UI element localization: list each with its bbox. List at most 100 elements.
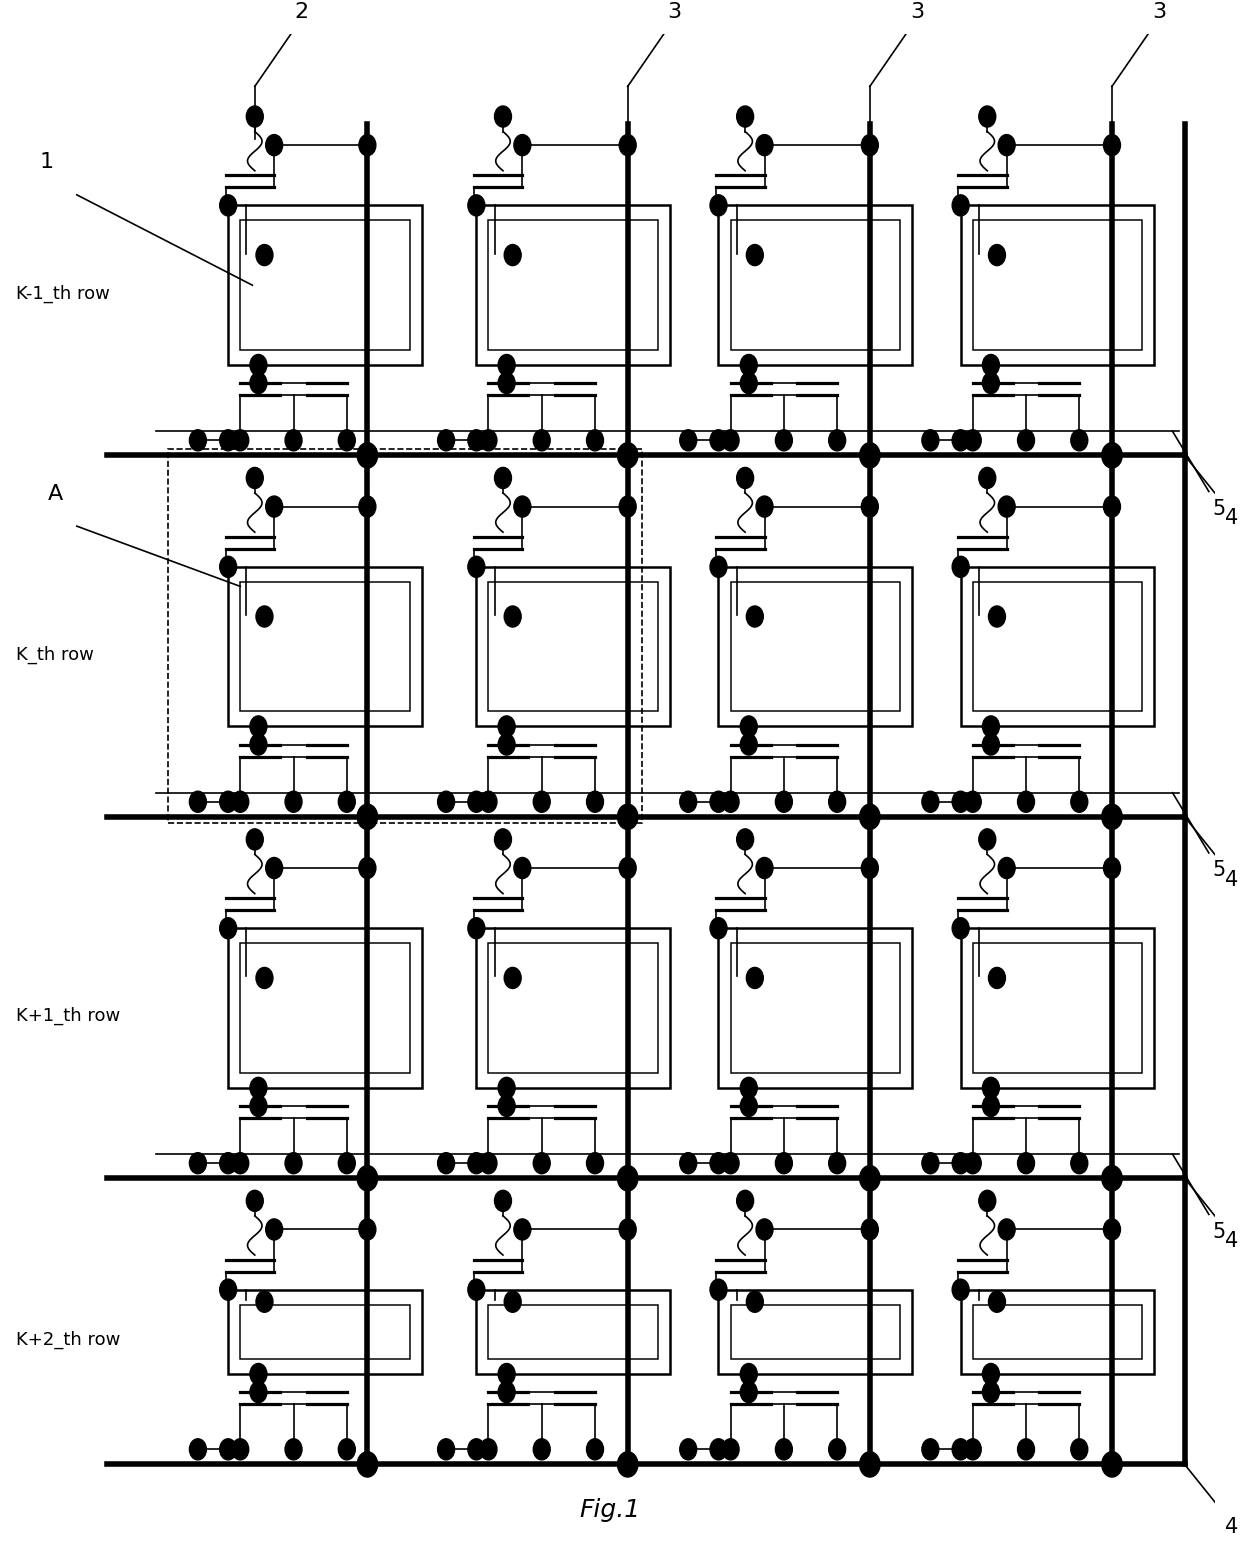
Circle shape bbox=[722, 430, 739, 451]
Circle shape bbox=[982, 354, 999, 376]
Circle shape bbox=[1018, 1153, 1034, 1173]
Circle shape bbox=[711, 430, 727, 451]
Circle shape bbox=[285, 1439, 303, 1459]
Circle shape bbox=[533, 1153, 551, 1173]
Circle shape bbox=[250, 734, 267, 754]
Circle shape bbox=[952, 918, 970, 938]
Bar bbox=[718, 567, 913, 727]
Circle shape bbox=[495, 829, 511, 850]
Text: 1: 1 bbox=[40, 152, 53, 172]
Circle shape bbox=[255, 1291, 273, 1313]
Bar bbox=[476, 567, 670, 727]
Circle shape bbox=[232, 1439, 249, 1459]
Circle shape bbox=[921, 430, 939, 451]
Bar bbox=[489, 943, 658, 1073]
Circle shape bbox=[740, 1078, 758, 1098]
Circle shape bbox=[1071, 1439, 1087, 1459]
Circle shape bbox=[219, 195, 237, 216]
Circle shape bbox=[438, 792, 455, 812]
Circle shape bbox=[965, 430, 981, 451]
Circle shape bbox=[587, 792, 604, 812]
Circle shape bbox=[505, 968, 521, 988]
Circle shape bbox=[828, 1153, 846, 1173]
Bar bbox=[730, 943, 900, 1073]
Circle shape bbox=[978, 829, 996, 850]
Circle shape bbox=[1102, 1166, 1122, 1190]
Circle shape bbox=[505, 244, 521, 266]
Circle shape bbox=[859, 442, 880, 468]
Circle shape bbox=[828, 792, 846, 812]
Circle shape bbox=[737, 467, 754, 489]
Circle shape bbox=[219, 1439, 237, 1459]
Circle shape bbox=[978, 107, 996, 127]
Text: 4: 4 bbox=[1225, 1231, 1238, 1251]
Circle shape bbox=[859, 804, 880, 830]
Circle shape bbox=[998, 496, 1016, 516]
Circle shape bbox=[1104, 858, 1121, 878]
Circle shape bbox=[255, 968, 273, 988]
Circle shape bbox=[1018, 1439, 1034, 1459]
Circle shape bbox=[619, 1218, 636, 1240]
Circle shape bbox=[722, 1153, 739, 1173]
Bar bbox=[489, 221, 658, 349]
Circle shape bbox=[619, 496, 636, 516]
Circle shape bbox=[358, 858, 376, 878]
Circle shape bbox=[467, 1439, 485, 1459]
Circle shape bbox=[480, 792, 497, 812]
Circle shape bbox=[722, 792, 739, 812]
Circle shape bbox=[467, 1279, 485, 1300]
Text: 3: 3 bbox=[667, 2, 682, 22]
Circle shape bbox=[587, 1439, 604, 1459]
Text: K-1_th row: K-1_th row bbox=[16, 284, 110, 303]
Circle shape bbox=[746, 244, 764, 266]
Circle shape bbox=[467, 792, 485, 812]
Circle shape bbox=[533, 430, 551, 451]
Bar bbox=[718, 206, 913, 365]
Circle shape bbox=[740, 1364, 758, 1385]
Circle shape bbox=[982, 734, 999, 754]
Bar bbox=[972, 581, 1142, 711]
Circle shape bbox=[250, 1382, 267, 1402]
Circle shape bbox=[619, 135, 636, 156]
Circle shape bbox=[587, 1153, 604, 1173]
Circle shape bbox=[480, 430, 497, 451]
Circle shape bbox=[711, 195, 727, 216]
Circle shape bbox=[1104, 1218, 1121, 1240]
Circle shape bbox=[247, 467, 263, 489]
Circle shape bbox=[250, 1096, 267, 1116]
Circle shape bbox=[533, 792, 551, 812]
Circle shape bbox=[988, 606, 1006, 628]
Bar bbox=[476, 928, 670, 1088]
Circle shape bbox=[1071, 430, 1087, 451]
Circle shape bbox=[255, 244, 273, 266]
Bar bbox=[241, 221, 409, 349]
Bar bbox=[961, 928, 1154, 1088]
Circle shape bbox=[952, 430, 970, 451]
Circle shape bbox=[513, 135, 531, 156]
Circle shape bbox=[498, 1364, 515, 1385]
Circle shape bbox=[952, 1439, 970, 1459]
Circle shape bbox=[219, 1153, 237, 1173]
Circle shape bbox=[828, 430, 846, 451]
Circle shape bbox=[740, 716, 758, 737]
Circle shape bbox=[680, 430, 697, 451]
Circle shape bbox=[219, 430, 237, 451]
Circle shape bbox=[265, 496, 283, 516]
Circle shape bbox=[495, 107, 511, 127]
Text: A: A bbox=[47, 484, 63, 504]
Circle shape bbox=[498, 734, 515, 754]
Text: 5: 5 bbox=[1213, 861, 1225, 881]
Circle shape bbox=[1018, 792, 1034, 812]
Circle shape bbox=[1104, 135, 1121, 156]
Circle shape bbox=[219, 918, 237, 938]
Bar bbox=[730, 221, 900, 349]
Circle shape bbox=[498, 716, 515, 737]
Circle shape bbox=[998, 135, 1016, 156]
Circle shape bbox=[921, 1439, 939, 1459]
Circle shape bbox=[467, 918, 485, 938]
Circle shape bbox=[740, 1382, 758, 1402]
Circle shape bbox=[438, 430, 455, 451]
Bar bbox=[241, 943, 409, 1073]
Circle shape bbox=[982, 716, 999, 737]
Circle shape bbox=[737, 107, 754, 127]
